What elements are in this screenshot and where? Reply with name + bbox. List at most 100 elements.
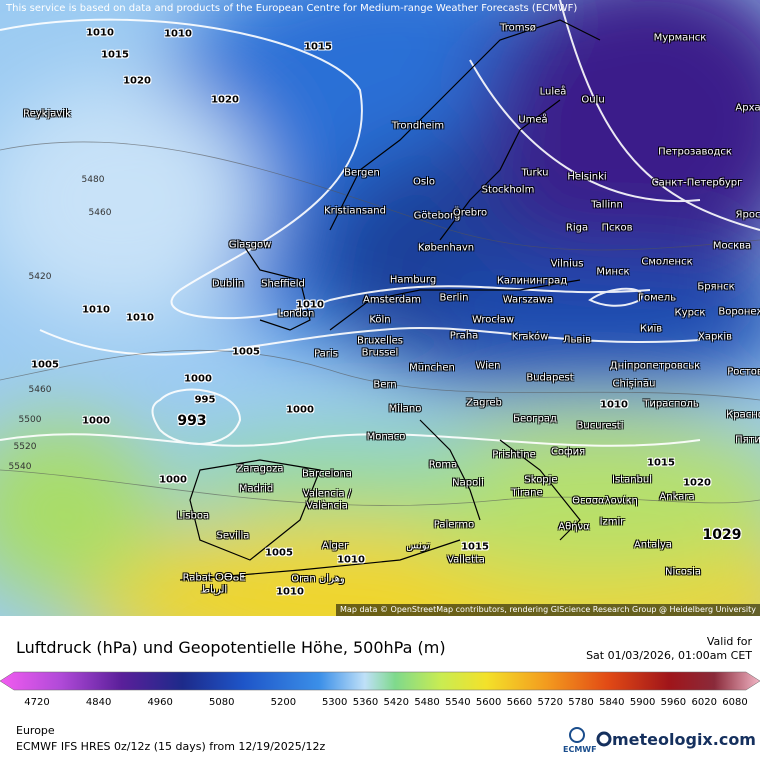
city-label: Istanbul bbox=[611, 474, 653, 486]
city-label: Дніпропетровськ bbox=[609, 360, 701, 372]
isobar-label: 1000 bbox=[184, 373, 212, 385]
city-label: Москва bbox=[712, 240, 752, 252]
city-label: Санкт-Петербург bbox=[651, 177, 743, 189]
city-label: València bbox=[306, 500, 348, 512]
region: Europe bbox=[16, 724, 55, 737]
isobar-label: 1000 bbox=[286, 404, 314, 416]
city-label: Минск bbox=[596, 266, 630, 278]
city-label: Львів bbox=[563, 334, 591, 346]
isobar-label: 5460 bbox=[88, 208, 112, 218]
city-label: Reykjavik bbox=[23, 108, 71, 120]
city-label: Trondheim bbox=[391, 120, 445, 132]
city-label: Kraków bbox=[511, 331, 549, 343]
city-label: Bern bbox=[373, 379, 397, 391]
isobar-label: 1000 bbox=[159, 474, 187, 486]
city-label: Oslo bbox=[413, 176, 435, 188]
colorbar-tick-label: 5780 bbox=[568, 697, 594, 708]
colorbar-tick-label: 5480 bbox=[414, 697, 440, 708]
city-label: Курск bbox=[674, 307, 706, 319]
city-label: Roma bbox=[428, 459, 458, 471]
attribution: Map data © OpenStreetMap contributors, r… bbox=[336, 604, 760, 616]
isobar-label: 1010 bbox=[600, 399, 628, 411]
city-label: Αθήνα bbox=[558, 521, 590, 533]
city-label: Tallinn bbox=[591, 199, 623, 211]
city-label: Тирасполь bbox=[643, 398, 699, 410]
city-label: Sevilla bbox=[216, 530, 250, 542]
city-label: Brussel bbox=[361, 347, 399, 359]
city-label: Београд bbox=[513, 413, 557, 425]
city-label: Berlin bbox=[439, 292, 469, 304]
city-label: Dublin bbox=[211, 278, 245, 290]
isobar-label: 5500 bbox=[18, 415, 42, 425]
city-label: الرباط bbox=[200, 584, 228, 596]
city-label: Θεσσαλονίκη bbox=[572, 495, 638, 507]
city-label: Bucuresti bbox=[576, 420, 624, 432]
isobar-label: 1015 bbox=[461, 541, 489, 553]
city-label: Riga bbox=[565, 222, 589, 234]
colorbar-tick-label: 5080 bbox=[209, 697, 235, 708]
legend-title: Luftdruck (hPa) und Geopotentielle Höhe,… bbox=[16, 638, 446, 657]
city-label: Wrocław bbox=[471, 314, 515, 326]
city-label: Tirane bbox=[511, 487, 543, 499]
colorbar-tick-label: 5660 bbox=[506, 697, 533, 708]
city-label: München bbox=[409, 362, 455, 374]
isobar-label: 1000 bbox=[82, 415, 110, 427]
city-label: Helsinki bbox=[567, 171, 607, 183]
city-label: Nicosia bbox=[665, 566, 701, 578]
city-label: Milano bbox=[388, 403, 422, 415]
model-info: ECMWF IFS HRES 0z/12z (15 days) from 12/… bbox=[16, 740, 326, 753]
city-label: Арха bbox=[735, 102, 760, 114]
isobar-label: 1015 bbox=[101, 49, 129, 61]
city-label: Zagreb bbox=[466, 397, 502, 409]
city-label: Chișinău bbox=[612, 378, 656, 390]
city-label: Bruxelles bbox=[357, 335, 403, 347]
city-label: Palermo bbox=[433, 519, 475, 531]
city-label: Vilnius bbox=[550, 258, 584, 270]
isobar-label: 5540 bbox=[8, 462, 32, 472]
isobar-label: 1015 bbox=[304, 41, 332, 53]
colorbar-tick-label: 5360 bbox=[352, 697, 379, 708]
isobar-label: 1010 bbox=[82, 304, 110, 316]
isobar-label: 1020 bbox=[211, 94, 239, 106]
city-label: Göteborg bbox=[413, 210, 461, 222]
isobar-label: 995 bbox=[194, 394, 216, 406]
city-label: Skopje bbox=[524, 474, 558, 486]
colorbar-tick-label: 5420 bbox=[383, 697, 409, 708]
city-label: Красно bbox=[726, 409, 760, 421]
map-field bbox=[0, 0, 760, 616]
city-label: København bbox=[417, 242, 475, 254]
isobar-label: 1015 bbox=[647, 457, 675, 469]
weather-map: This service is based on data and produc… bbox=[0, 0, 760, 616]
colorbar-tick-label: 5840 bbox=[599, 697, 625, 708]
colorbar-tick-label: 5200 bbox=[270, 697, 297, 708]
valid-label: Valid for bbox=[706, 635, 752, 648]
city-label: София bbox=[550, 446, 586, 458]
city-label: Monaco bbox=[366, 431, 406, 443]
city-label: Turku bbox=[521, 167, 549, 179]
city-label: Гомель bbox=[637, 292, 677, 304]
ecmwf-logo bbox=[569, 727, 585, 743]
colorbar-tick-label: 5600 bbox=[475, 697, 502, 708]
city-label: Valletta bbox=[447, 554, 485, 566]
city-label: Sheffield bbox=[261, 278, 305, 290]
city-label: Київ bbox=[639, 323, 663, 335]
city-label: Amsterdam bbox=[362, 294, 422, 306]
colorbar-tick-label: 4960 bbox=[147, 697, 173, 708]
city-label: Napoli bbox=[452, 477, 484, 489]
isobar-label: 1005 bbox=[232, 346, 260, 358]
isobar-label: 1010 bbox=[337, 554, 365, 566]
city-label: Воронеж bbox=[718, 306, 760, 318]
city-label: Псков bbox=[601, 222, 633, 234]
brand[interactable]: meteologix.com bbox=[612, 730, 756, 749]
isobar-label: 1010 bbox=[164, 28, 192, 40]
isobar-label: 1005 bbox=[265, 547, 293, 559]
isobar-label: 1010 bbox=[86, 27, 114, 39]
city-label: Hamburg bbox=[389, 274, 437, 286]
isobar-label: 5420 bbox=[28, 272, 52, 282]
city-label: Antalya bbox=[633, 539, 673, 551]
city-label: Калининград bbox=[496, 275, 568, 287]
city-label: Örebro bbox=[452, 207, 488, 219]
city-label: Prishtine bbox=[492, 449, 536, 461]
valid-time: Sat 01/03/2026, 01:00am CET bbox=[586, 649, 752, 662]
city-label: London bbox=[277, 308, 315, 320]
